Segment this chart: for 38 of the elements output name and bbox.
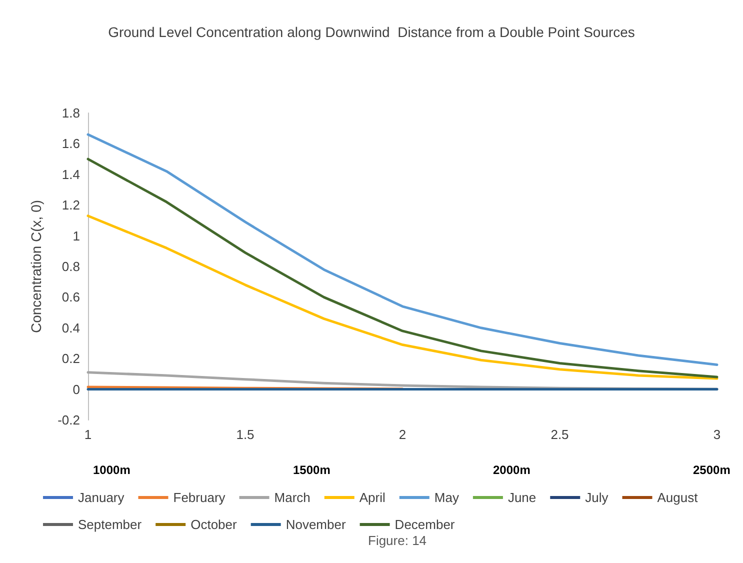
y-tick-label: -0.2: [58, 412, 80, 428]
legend-label: March: [274, 490, 310, 505]
x-tick-label: 2.5: [550, 427, 569, 442]
legend-label: July: [585, 490, 609, 505]
chart-title: Ground Level Concentration along Downwind Distance from a Double Point Sources: [108, 24, 635, 40]
legend-label: January: [78, 490, 125, 505]
legend-label: April: [359, 490, 386, 505]
line-series: [86, 133, 718, 366]
text: Figure: 14: [368, 533, 427, 548]
y-tick-label: 0: [72, 382, 80, 397]
x-tick-label: 2: [398, 427, 406, 442]
line-series: [86, 158, 718, 378]
y-tick-label: 1: [72, 228, 80, 244]
text: 1000m: [93, 463, 130, 477]
legend-label: October: [190, 517, 238, 532]
text: 1500m: [293, 463, 330, 477]
legend-label: June: [508, 490, 536, 505]
x-tick-label: 1.5: [236, 427, 254, 442]
x-tick-label: 3: [713, 427, 721, 442]
y-axis-title: Concentration C(x, 0): [28, 200, 44, 334]
y-tick-label: 1.4: [62, 166, 80, 182]
y-tick-label: 0.8: [62, 259, 80, 274]
legend-label: September: [78, 517, 142, 532]
text: 2500m: [693, 463, 730, 477]
x-tick-label: 1: [84, 427, 92, 442]
legend-label: May: [434, 490, 460, 505]
legend-label: December: [394, 517, 456, 532]
legend-label: August: [657, 490, 698, 505]
line-series: [86, 214, 718, 380]
y-tick-label: 0.2: [62, 351, 80, 366]
y-tick-label: 1.6: [62, 136, 80, 152]
legend-label: February: [173, 490, 226, 505]
text: 2000m: [493, 463, 530, 477]
y-tick-label: 1.2: [62, 198, 80, 213]
y-tick-label: 1.8: [62, 106, 80, 120]
legend-label: November: [286, 517, 346, 532]
y-tick-label: 0.4: [62, 320, 80, 336]
y-tick-label: 0.6: [62, 290, 80, 305]
